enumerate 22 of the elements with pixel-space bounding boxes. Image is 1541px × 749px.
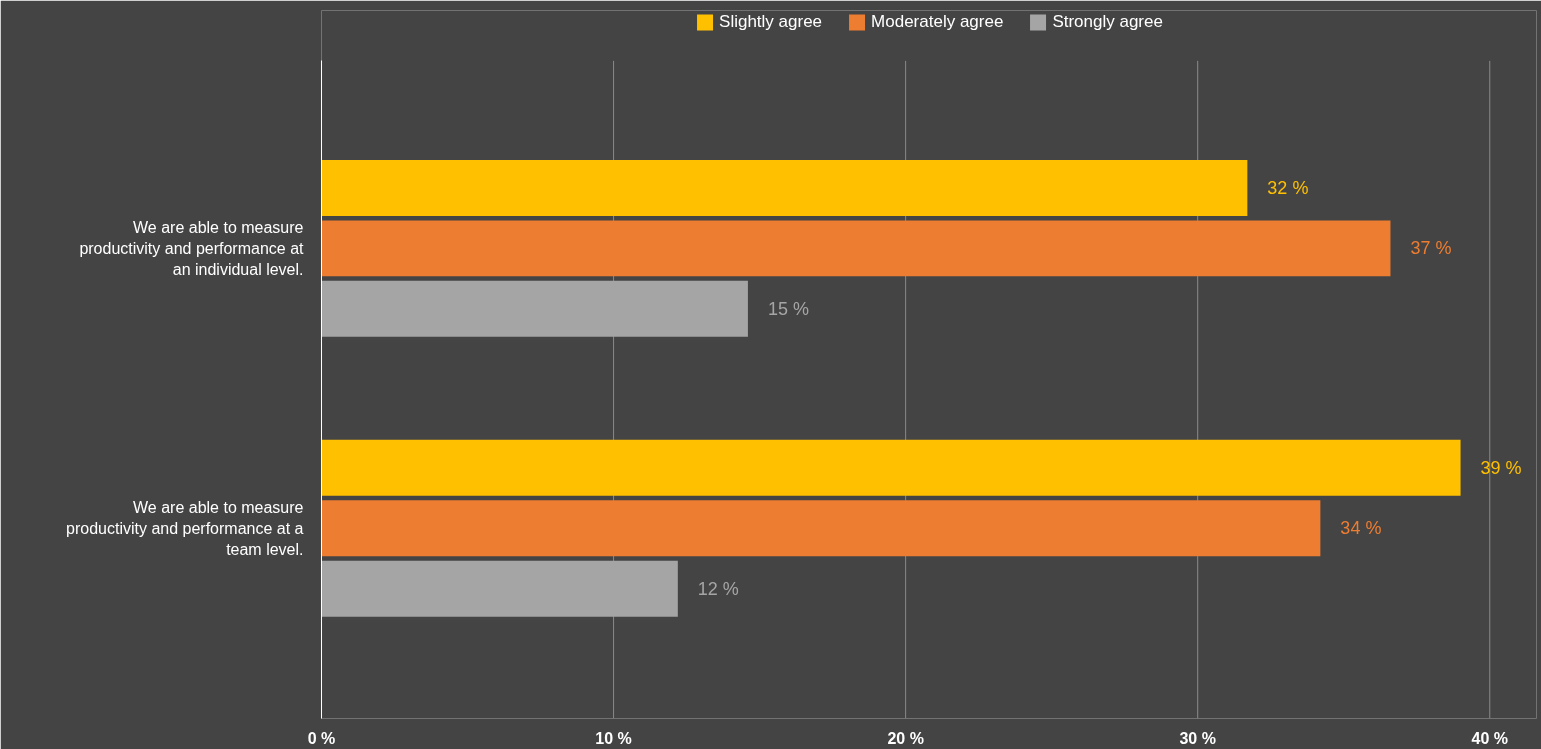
- data-label: 32 %: [1267, 177, 1309, 198]
- data-label: 12 %: [697, 578, 739, 599]
- bar: [321, 560, 678, 617]
- y-tick-label: We are able to measure productivity and performance at a team level.: [66, 498, 304, 558]
- data-label: 15 %: [767, 298, 809, 319]
- y-tick-label: We are able to measure productivity and performance at an individual level.: [79, 218, 305, 278]
- legend-label: Slightly agree: [719, 12, 823, 32]
- x-tick-label: 10 %: [595, 729, 632, 747]
- bar: [321, 439, 1461, 496]
- data-label: 37 %: [1410, 238, 1452, 259]
- legend-label: Strongly agree: [1052, 12, 1163, 32]
- legend-label: Moderately agree: [871, 12, 1004, 32]
- data-label: 34 %: [1340, 518, 1382, 539]
- data-label: 39 %: [1480, 457, 1522, 478]
- x-tick-label: 30 %: [1179, 729, 1216, 747]
- bar: [321, 280, 748, 337]
- bar: [321, 220, 1391, 277]
- x-tick-label: 0 %: [307, 729, 336, 747]
- x-tick-label: 40 %: [1471, 729, 1508, 747]
- x-tick-label: 20 %: [887, 729, 924, 747]
- bar: [321, 500, 1321, 557]
- bar: [321, 159, 1248, 216]
